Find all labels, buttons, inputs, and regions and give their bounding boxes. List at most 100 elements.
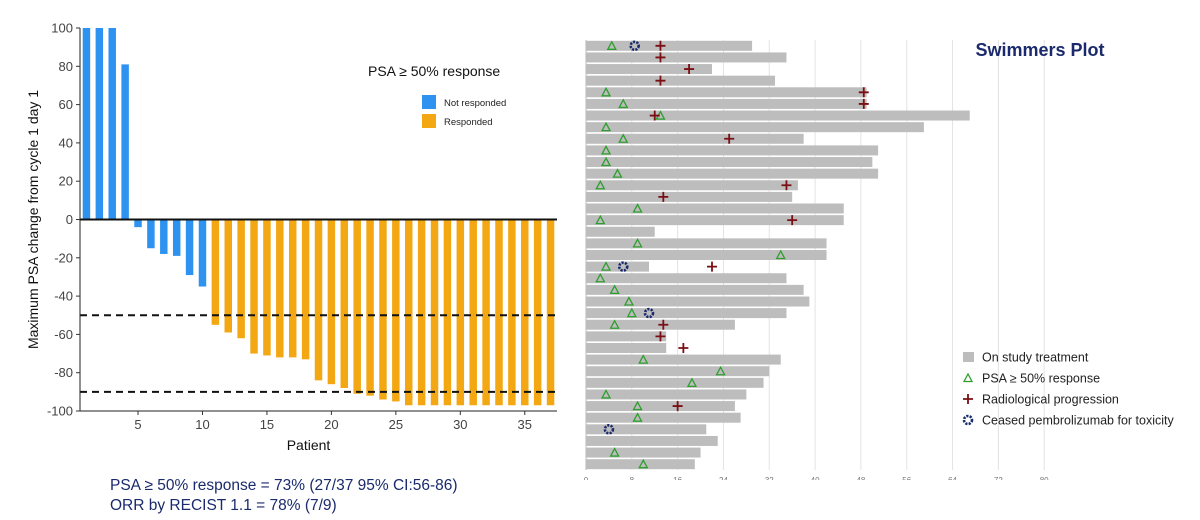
progression-marker <box>658 319 669 330</box>
toxicity-marker <box>617 261 629 272</box>
psa-response-marker <box>606 40 617 50</box>
psa-response-marker <box>609 284 620 295</box>
treatment-bar <box>586 133 804 144</box>
progression-marker <box>724 133 735 144</box>
y-tick-label: -80 <box>54 365 73 380</box>
toxicity-marker <box>629 40 640 52</box>
legend-swatch-psa <box>962 372 974 383</box>
progression-marker <box>858 87 869 98</box>
swim-x-tick-label: 8 <box>630 476 635 480</box>
psa-response-marker <box>623 296 635 306</box>
progression-marker <box>658 191 669 202</box>
waterfall-bar <box>417 219 426 406</box>
waterfall-bar <box>108 28 116 220</box>
x-axis-label: Patient <box>287 437 331 453</box>
psa-response-marker <box>600 389 612 399</box>
waterfall-bar <box>147 219 155 249</box>
treatment-bar <box>586 191 793 202</box>
treatment-bar <box>586 110 970 121</box>
psa-response-marker <box>632 400 643 411</box>
psa-response-marker <box>609 447 620 457</box>
treatment-bar <box>586 435 718 446</box>
progression-marker <box>655 52 666 63</box>
x-tick-label: 15 <box>260 417 274 432</box>
waterfall-bar <box>546 219 555 406</box>
psa-response-marker <box>632 412 643 422</box>
x-tick-label: 35 <box>518 417 532 432</box>
treatment-bar <box>586 226 655 237</box>
treatment-bar <box>586 296 810 307</box>
psa-response-marker <box>600 121 612 132</box>
progression-marker <box>707 261 717 272</box>
progression-marker <box>655 40 666 51</box>
psa-response-marker <box>600 86 612 97</box>
y-tick-label: -20 <box>54 250 73 265</box>
swim-x-tick-label: 56 <box>902 476 911 480</box>
swim-x-tick-label: 16 <box>673 476 682 480</box>
psa-response-marker <box>715 365 726 376</box>
waterfall-bar <box>172 219 181 256</box>
waterfall-bar <box>276 219 284 358</box>
waterfall-bar <box>495 219 503 406</box>
treatment-bar <box>586 389 747 400</box>
treatment-bar <box>586 354 781 365</box>
swim-x-tick-label: 48 <box>856 476 865 480</box>
treatment-bar <box>586 273 787 284</box>
progression-marker <box>655 331 666 342</box>
treatment-bar <box>586 377 764 388</box>
progression-marker <box>678 342 689 353</box>
waterfall-chart: 100 80 60 40 20 0 -20 -40 -60 -80 -100 5 10 15 20 25 30 3… <box>25 21 557 453</box>
legend-label: PSA ≥ 50% response <box>982 372 1100 386</box>
waterfall-bar <box>366 219 374 396</box>
psa-response-marker <box>618 133 629 143</box>
progression-marker <box>858 98 869 109</box>
waterfall-bar <box>482 219 490 406</box>
swim-x-tick-label: 40 <box>811 476 820 480</box>
waterfall-bar <box>301 219 310 360</box>
summary-stats: PSA ≥ 50% response = 73% (27/37 95% CI:5… <box>110 476 458 516</box>
y-tick-label: 20 <box>59 174 73 189</box>
treatment-bar <box>586 366 770 377</box>
chart-title: Swimmers Plot <box>975 40 1104 60</box>
psa-response-marker <box>632 237 643 248</box>
swim-x-tick-label: 64 <box>948 476 957 480</box>
progression-marker <box>684 64 695 75</box>
legend-swatch-tox <box>962 414 974 426</box>
swim-x-tick-label: 80 <box>1040 476 1049 480</box>
psa-response-marker <box>626 307 637 318</box>
psa-response-marker <box>632 203 643 213</box>
swimmers-chart: 0 8 16 24 32 40 48 56 64 72 80 Swimmers Plot On stud… <box>584 40 1174 480</box>
psa-response-marker <box>595 214 606 225</box>
treatment-bar <box>586 401 735 412</box>
progression-marker <box>781 180 792 191</box>
legend-label: Responded <box>444 117 493 128</box>
treatment-bar <box>586 52 787 63</box>
psa-response-marker <box>600 261 612 271</box>
progression-marker <box>649 110 660 121</box>
y-tick-label: 60 <box>59 97 73 112</box>
waterfall-bar <box>443 219 452 406</box>
treatment-bar <box>586 342 667 353</box>
legend-label: Not responded <box>444 98 506 109</box>
waterfall-bar <box>185 219 194 276</box>
waterfall-bar <box>405 219 413 406</box>
y-tick-label: 0 <box>66 212 73 227</box>
progression-marker <box>655 75 666 86</box>
psa-response-marker <box>600 156 612 167</box>
psa-response-marker <box>638 354 649 364</box>
waterfall-bar <box>237 219 245 339</box>
swim-x-tick-label: 72 <box>994 476 1003 480</box>
treatment-bar <box>586 215 844 226</box>
swim-x-tick-label: 24 <box>719 476 728 480</box>
treatment-bar <box>586 157 873 168</box>
y-tick-label: 100 <box>51 21 73 36</box>
psa-response-marker <box>600 145 612 155</box>
legend-label: On study treatment <box>982 351 1089 365</box>
psa-response-marker <box>686 377 698 387</box>
psa-response-summary: PSA ≥ 50% response = 73% (27/37 95% CI:5… <box>110 477 458 494</box>
swim-x-tick-label: 32 <box>765 476 774 480</box>
x-tick-label: 30 <box>453 417 467 432</box>
waterfall-bar <box>392 219 400 402</box>
waterfall-bar <box>198 219 207 287</box>
psa-response-marker <box>595 179 606 190</box>
